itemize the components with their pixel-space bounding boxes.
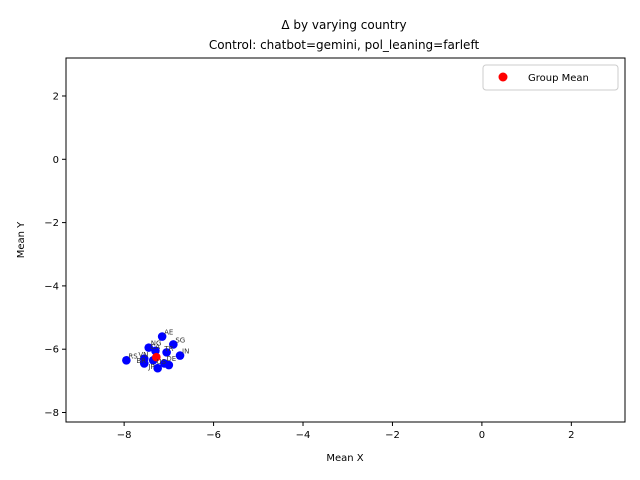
legend-box — [482, 64, 619, 91]
y-tick-label: −8 — [44, 408, 59, 419]
x-axis-label: Mean X — [326, 453, 363, 464]
cluster-point-label: CA — [150, 343, 160, 351]
point-label: RS — [128, 352, 138, 360]
country-point — [122, 355, 131, 365]
y-axis-label: Mean Y — [16, 221, 27, 258]
country-point — [175, 351, 185, 360]
country-point — [162, 348, 171, 357]
country-point — [169, 340, 178, 349]
cluster-point-label: DE — [166, 355, 176, 363]
legend-marker-group-mean — [498, 72, 508, 82]
x-tick-label: 2 — [568, 430, 574, 441]
legend-label-group-mean: Group Mean — [528, 73, 589, 84]
point-label: NG — [151, 340, 162, 348]
y-tick-label: −2 — [44, 218, 59, 229]
country-point — [164, 360, 174, 370]
x-tick-label: −8 — [117, 430, 132, 441]
y-tick-label: −6 — [44, 345, 59, 356]
country-point — [153, 363, 162, 373]
cluster-point-label: US — [156, 358, 166, 366]
y-tick-label: 2 — [53, 91, 59, 102]
x-tick-label: −4 — [296, 430, 311, 441]
country-point — [139, 359, 149, 368]
group-mean-point — [152, 352, 161, 362]
x-tick-label: 0 — [479, 430, 485, 441]
cluster-point-label: BR — [136, 357, 146, 365]
x-tick-label: −6 — [206, 430, 221, 441]
cluster-point-label: TR — [163, 345, 173, 353]
x-tick-label: −2 — [385, 430, 400, 441]
y-tick-label: 0 — [53, 155, 59, 166]
cluster-point-label: JP — [147, 363, 154, 371]
axes-frame — [65, 57, 626, 423]
y-tick-label: −4 — [44, 281, 59, 292]
legend: Group Mean — [482, 64, 619, 91]
chart-subtitle: Control: chatbot=gemini, pol_leaning=far… — [209, 38, 480, 52]
cluster-point-label: VN — [138, 351, 148, 359]
point-label: AE — [164, 329, 173, 337]
point-label: IN — [182, 348, 189, 356]
country-point — [157, 332, 167, 341]
chart-title: Δ by varying country — [281, 18, 406, 32]
country-point — [144, 343, 154, 352]
country-point — [151, 346, 160, 356]
point-label: SG — [175, 336, 185, 344]
